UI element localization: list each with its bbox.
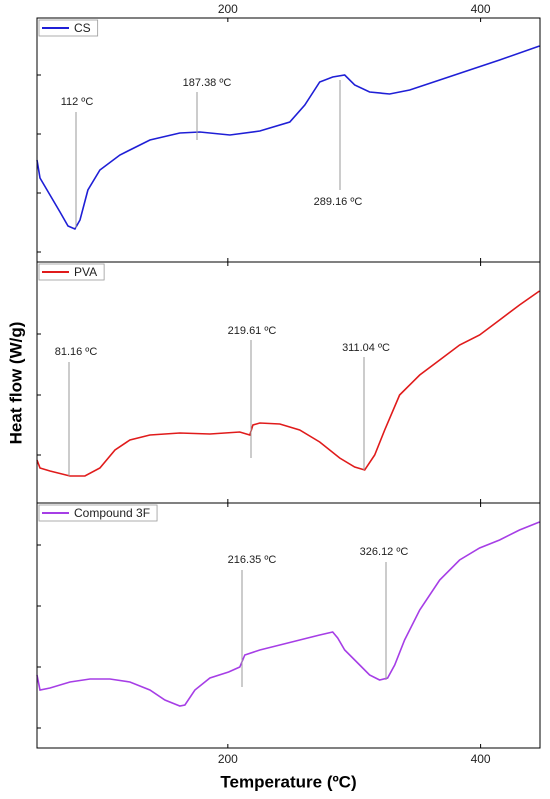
- panel-frame: [36, 502, 541, 749]
- panel-frame: [36, 261, 541, 504]
- data-line: [36, 45, 540, 231]
- annotation: 81.16 ºC: [55, 346, 98, 358]
- x-tick-label: 400: [471, 2, 491, 16]
- x-tick-label: 400: [471, 752, 491, 766]
- x-tick-label: 200: [218, 752, 238, 766]
- annotation: 187.38 ºC: [183, 77, 232, 89]
- annotation: 216.35 ºC: [228, 554, 277, 566]
- legend-label: Compound 3F: [74, 506, 150, 520]
- y-axis-label: Heat flow (W/g): [6, 322, 25, 445]
- annotation: 219.61 ºC: [228, 325, 277, 337]
- data-line: [36, 290, 540, 477]
- x-axis-label: Temperature (ºC): [220, 772, 356, 791]
- annotation: 326.12 ºC: [360, 546, 409, 558]
- data-line: [36, 521, 540, 707]
- legend-label: CS: [74, 21, 91, 35]
- legend-box: [38, 504, 158, 522]
- annotation: 311.04 ºC: [342, 342, 390, 354]
- x-tick-label: 200: [218, 2, 238, 16]
- panel-frame: [36, 17, 541, 263]
- legend-box: [38, 263, 105, 281]
- legend-label: PVA: [74, 265, 97, 279]
- annotation: 112 ºC: [61, 96, 94, 108]
- annotation: 289.16 ºC: [314, 196, 363, 208]
